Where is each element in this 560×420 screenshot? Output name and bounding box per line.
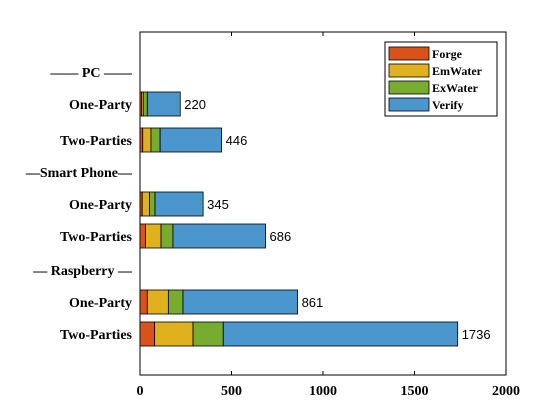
bar-segment-emwater <box>145 223 162 249</box>
bar-segment-exwater <box>142 91 148 117</box>
group-header-label: —Smart Phone— <box>25 166 133 181</box>
bar-segment-exwater <box>167 289 184 315</box>
bars-layer: 220 446 345 686 861 1736 <box>139 91 491 347</box>
bar-total-label: 220 <box>184 97 206 112</box>
legend-swatch-verify <box>388 97 430 112</box>
bar-segment-emwater <box>141 191 150 217</box>
legend-label-exwater: ExWater <box>432 81 479 95</box>
legend-label-forge: Forge <box>432 47 463 61</box>
bar-total-label: 861 <box>302 295 324 310</box>
bar-segment-forge <box>139 127 144 153</box>
legend: Forge EmWater ExWater Verify <box>384 41 498 117</box>
bar-segment-forge <box>139 321 156 347</box>
bar-segment-verify <box>182 289 298 315</box>
category-label: One-Party <box>69 296 132 311</box>
bar-segment-forge <box>139 223 146 249</box>
category-label: One-Party <box>69 98 132 113</box>
bar-segment-exwater <box>150 127 161 153</box>
group-header-label: —— PC —— <box>49 66 133 81</box>
bar-segment-exwater <box>160 223 174 249</box>
bar-segment-verify <box>222 321 459 347</box>
category-label: One-Party <box>69 198 132 213</box>
bar-segment-verify <box>159 127 223 153</box>
x-tick-label: 2000 <box>492 384 520 399</box>
bar-total-label: 1736 <box>462 327 491 342</box>
bar-segment-forge <box>139 289 148 315</box>
category-label: Two-Parties <box>60 328 133 343</box>
x-tick-label: 1000 <box>309 384 337 399</box>
category-label: Two-Parties <box>60 134 133 149</box>
legend-label-verify: Verify <box>432 98 464 112</box>
bar-segment-exwater <box>192 321 224 347</box>
bar-segment-verify <box>172 223 266 249</box>
x-tick-label: 0 <box>137 384 144 399</box>
legend-swatch-exwater <box>388 80 430 95</box>
bar-total-label: 686 <box>270 229 292 244</box>
x-tick-label: 1500 <box>401 384 429 399</box>
category-label: Two-Parties <box>60 230 133 245</box>
bar-segment-verify <box>154 191 204 217</box>
bar-segment-emwater <box>154 321 194 347</box>
bar-segment-emwater <box>146 289 169 315</box>
bar-total-label: 446 <box>226 133 248 148</box>
bar-segment-verify <box>146 91 181 117</box>
category-labels: —— PC —— One-Party Two-Parties —Smart Phone… <box>25 66 133 343</box>
bar-segment-exwater <box>149 191 156 217</box>
bar-total-label: 345 <box>207 197 229 212</box>
group-header-label: — Raspberry — <box>32 264 133 279</box>
legend-swatch-forge <box>388 46 430 61</box>
legend-label-emwater: EmWater <box>432 64 483 78</box>
x-axis-ticks: 0 500 1000 1500 2000 <box>137 32 520 399</box>
legend-swatch-emwater <box>388 63 430 78</box>
bar-segment-emwater <box>142 127 152 153</box>
x-tick-label: 500 <box>221 384 242 399</box>
